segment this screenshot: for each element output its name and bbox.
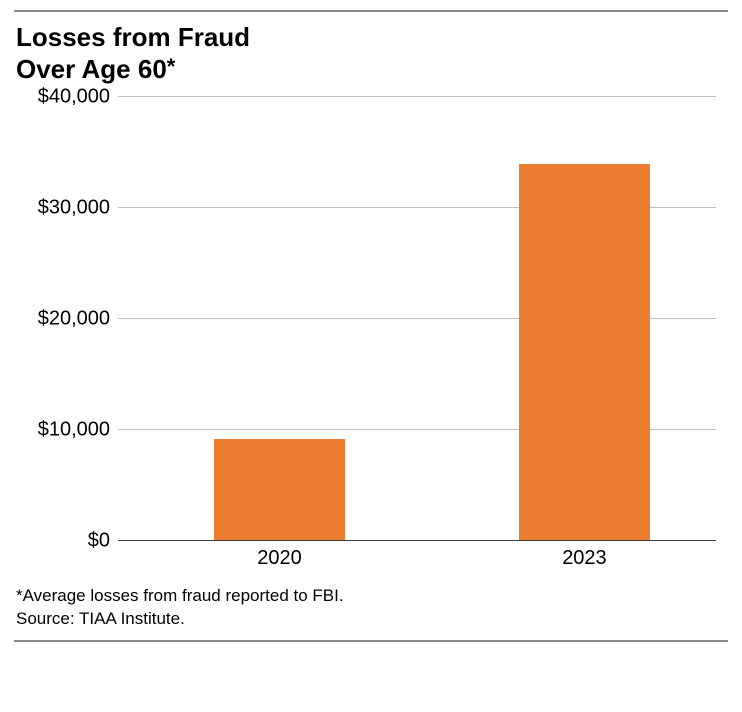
footnotes: *Average losses from fraud reported to F… — [14, 577, 728, 635]
footnote-source: Source: TIAA Institute. — [16, 608, 726, 630]
bar — [214, 439, 346, 541]
y-tick-label: $30,000 — [38, 197, 110, 220]
title-block: Losses from Fraud Over Age 60* — [14, 12, 728, 91]
y-tick-label: $10,000 — [38, 419, 110, 442]
title-line-2: Over Age 60* — [16, 54, 726, 86]
plot-area — [118, 97, 716, 541]
chart-wrap: $0$10,000$20,000$30,000$40,000 20202023 — [14, 91, 728, 577]
x-tick-label: 2023 — [562, 547, 607, 570]
x-tick-label: 2020 — [257, 547, 302, 570]
y-tick-label: $20,000 — [38, 308, 110, 331]
y-axis-labels: $0$10,000$20,000$30,000$40,000 — [20, 97, 118, 541]
title-asterisk: * — [167, 54, 176, 79]
chart-card: Losses from Fraud Over Age 60* $0 $10,000… — [14, 10, 728, 642]
bar — [519, 164, 651, 541]
gridline — [118, 96, 716, 97]
x-axis-labels: 2020 2023 — [118, 541, 716, 577]
y-tick-label: $40,000 — [38, 86, 110, 109]
footnote-note: *Average losses from fraud reported to F… — [16, 585, 726, 607]
y-tick-label: $0 — [88, 530, 110, 553]
bar-chart: $0$10,000$20,000$30,000$40,000 20202023 — [20, 97, 722, 577]
title-text-2: Over Age 60 — [16, 54, 167, 84]
title-line-1: Losses from Fraud — [16, 22, 726, 54]
